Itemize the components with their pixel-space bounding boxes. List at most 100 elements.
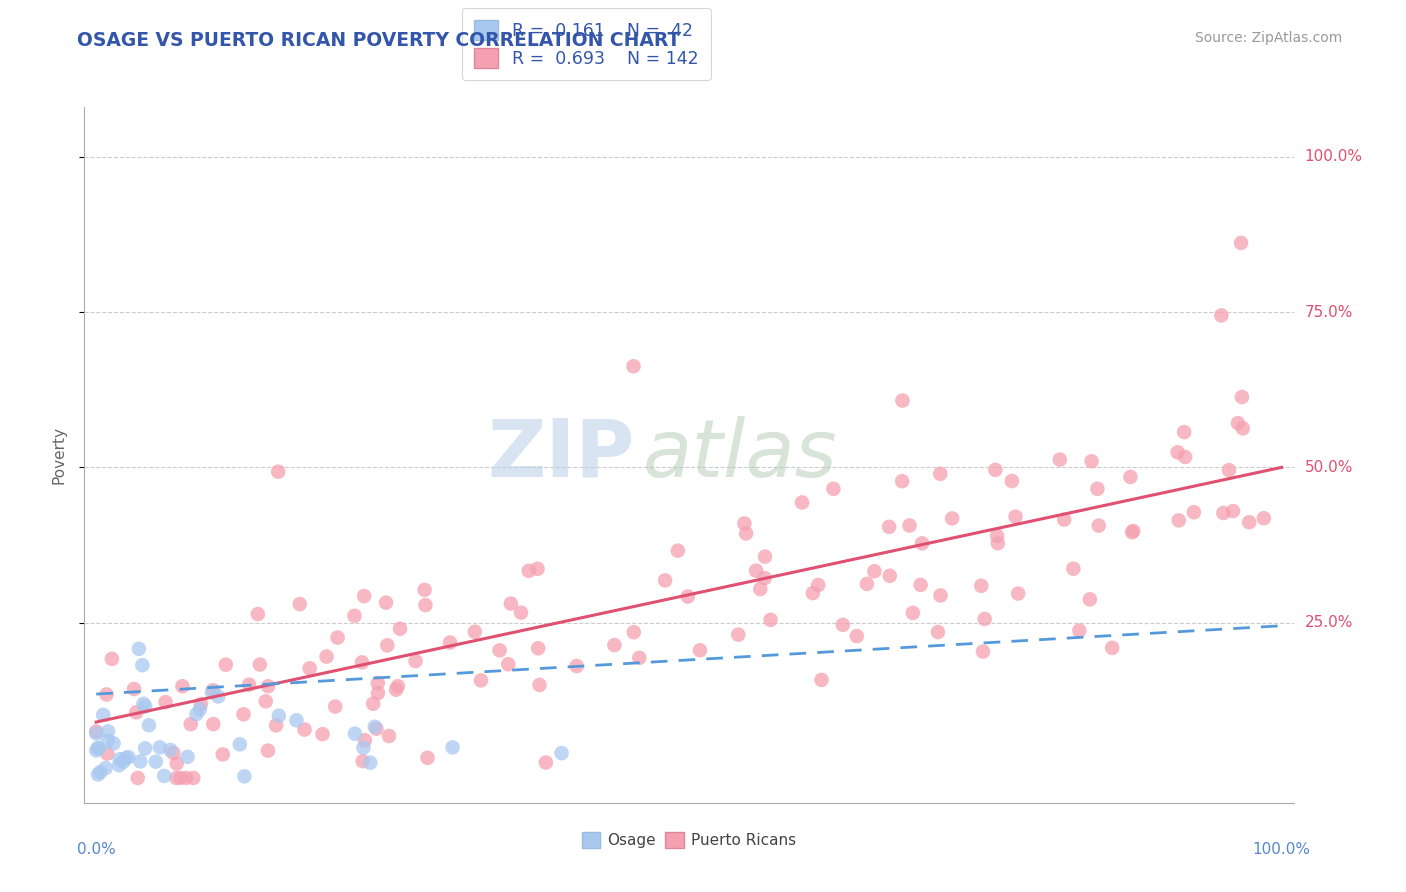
Point <box>352 754 374 768</box>
Point <box>972 644 994 658</box>
Text: ZIP: ZIP <box>488 416 634 494</box>
Point <box>759 613 782 627</box>
Point <box>201 683 224 698</box>
Point <box>125 706 148 720</box>
Point <box>911 536 934 550</box>
Point <box>1087 482 1109 496</box>
Point <box>350 656 373 670</box>
Point <box>891 393 914 408</box>
Point <box>326 631 349 645</box>
Point <box>623 625 645 640</box>
Point <box>1174 450 1197 464</box>
Point <box>1119 470 1142 484</box>
Point <box>159 743 181 757</box>
Point <box>654 574 676 588</box>
Point <box>323 699 346 714</box>
Legend: Osage, Puerto Ricans: Osage, Puerto Ricans <box>575 826 803 855</box>
Point <box>1121 525 1143 540</box>
Point <box>288 597 311 611</box>
Point <box>623 359 645 374</box>
Point <box>311 727 333 741</box>
Point <box>910 578 932 592</box>
Point <box>1226 416 1249 430</box>
Point <box>405 654 427 668</box>
Point <box>132 697 155 711</box>
Point <box>385 682 408 697</box>
Text: OSAGE VS PUERTO RICAN POVERTY CORRELATION CHART: OSAGE VS PUERTO RICAN POVERTY CORRELATIO… <box>77 31 681 50</box>
Point <box>343 608 366 623</box>
Point <box>929 589 952 603</box>
Point <box>801 586 824 600</box>
Point <box>153 769 176 783</box>
Point <box>387 679 409 693</box>
Point <box>343 727 366 741</box>
Point <box>970 579 993 593</box>
Point <box>1232 421 1254 435</box>
Point <box>754 549 776 564</box>
Point <box>128 641 150 656</box>
Point <box>86 743 108 757</box>
Point <box>1230 390 1253 404</box>
Point <box>294 723 316 737</box>
Point <box>361 697 384 711</box>
Point <box>131 658 153 673</box>
Point <box>134 699 156 714</box>
Point <box>353 740 375 755</box>
Point <box>87 741 110 756</box>
Point <box>628 650 651 665</box>
Point <box>207 690 229 704</box>
Point <box>1173 425 1195 439</box>
Point <box>378 729 401 743</box>
Point <box>188 702 211 716</box>
Point <box>534 756 557 770</box>
Point <box>810 673 832 687</box>
Point <box>94 761 117 775</box>
Text: 100.0%: 100.0% <box>1253 842 1310 856</box>
Point <box>863 564 886 578</box>
Point <box>1101 640 1123 655</box>
Point <box>1167 513 1189 527</box>
Text: 0.0%: 0.0% <box>77 842 115 856</box>
Point <box>353 733 375 747</box>
Point <box>87 741 110 756</box>
Point <box>315 649 337 664</box>
Point <box>1167 445 1189 459</box>
Point <box>845 629 868 643</box>
Point <box>108 752 131 766</box>
Point <box>249 657 271 672</box>
Point <box>415 598 437 612</box>
Point <box>112 755 135 769</box>
Y-axis label: Poverty: Poverty <box>51 425 66 484</box>
Point <box>257 679 280 693</box>
Point <box>174 771 197 785</box>
Text: 25.0%: 25.0% <box>1305 615 1353 630</box>
Point <box>254 694 277 708</box>
Point <box>84 724 107 739</box>
Point <box>987 536 1010 550</box>
Point <box>441 740 464 755</box>
Point <box>359 756 381 770</box>
Point <box>676 590 699 604</box>
Point <box>176 749 198 764</box>
Point <box>527 641 550 656</box>
Point <box>1049 452 1071 467</box>
Point <box>1230 235 1253 250</box>
Point <box>246 607 269 621</box>
Point <box>149 740 172 755</box>
Point <box>375 596 398 610</box>
Point <box>364 720 387 734</box>
Point <box>1237 515 1260 529</box>
Point <box>115 751 138 765</box>
Point <box>211 747 233 762</box>
Point <box>202 717 225 731</box>
Point <box>169 771 191 785</box>
Point <box>264 718 287 732</box>
Point <box>856 577 879 591</box>
Point <box>298 661 321 675</box>
Point <box>879 568 901 582</box>
Point <box>898 518 921 533</box>
Point <box>232 707 254 722</box>
Point <box>117 750 139 764</box>
Point <box>145 755 167 769</box>
Point <box>689 643 711 657</box>
